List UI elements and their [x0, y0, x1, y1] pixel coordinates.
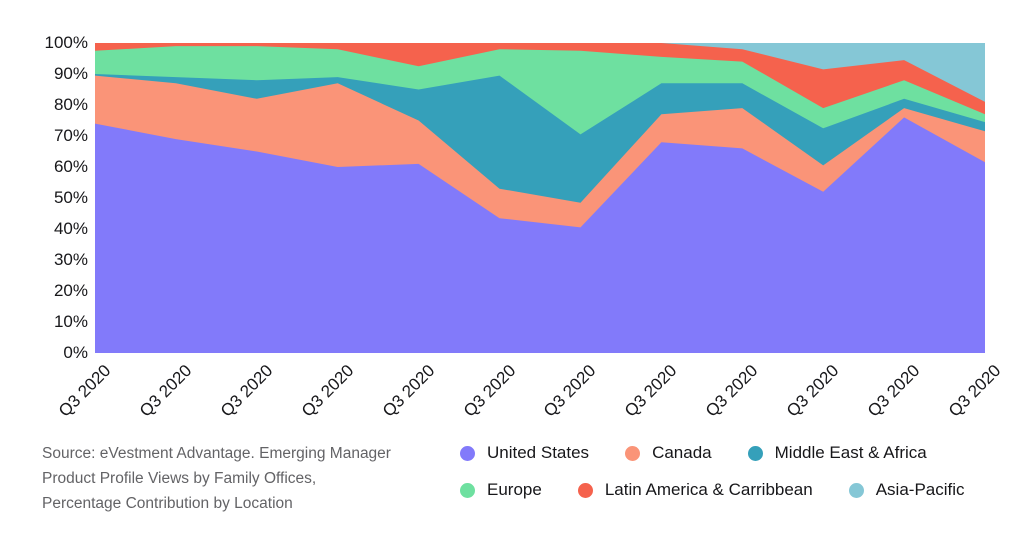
legend-dot-europe: [460, 482, 475, 498]
plot-area: [95, 43, 985, 353]
y-axis-tick-label: 20%: [53, 281, 88, 300]
legend-label: Middle East & Africa: [774, 443, 927, 462]
y-axis-tick-label: 70%: [53, 126, 88, 145]
y-axis-tick-label: 30%: [53, 250, 88, 269]
legend-label: Latin America & Carribbean: [604, 480, 813, 499]
area-series-united-states: [95, 117, 985, 353]
y-axis-tick-label: 80%: [53, 95, 88, 114]
x-axis-tick-label: Q3 2020: [863, 361, 924, 421]
legend-dot-middle-east-africa: [747, 445, 763, 461]
legend-dot-asia-pacific: [848, 482, 864, 498]
y-axis-tick-label: 0%: [63, 343, 88, 362]
x-axis-tick-label: Q3 2020: [540, 361, 600, 421]
legend-item-middle-east-africa: Middle East & Africa: [747, 443, 927, 463]
y-axis-tick-label: 10%: [53, 312, 88, 331]
x-axis-tick-label: Q3 2020: [783, 361, 843, 421]
source-note-line: Percentage Contribution by Location: [42, 495, 293, 512]
x-axis-tick-label: Q3 2020: [944, 361, 1005, 421]
source-note: Source: eVestment Advantage. Emerging Ma…: [42, 441, 391, 516]
legend-dot-canada: [625, 445, 641, 461]
source-note-line: Product Profile Views by Family Offices,: [42, 470, 317, 487]
y-axis-tick-label: 50%: [53, 188, 88, 207]
legend-label: United States: [487, 443, 590, 462]
legend-item-united-states: United States: [460, 443, 589, 463]
x-axis-tick-label: Q3 2020: [621, 361, 681, 421]
legend-item-canada: Canada: [625, 443, 712, 463]
source-note-line: Source: eVestment Advantage. Emerging Ma…: [42, 445, 391, 462]
legend-row: Europe Latin America & Carribbean Asia-Pac…: [460, 480, 965, 500]
x-axis-tick-label: Q3 2020: [135, 361, 196, 421]
y-axis-tick-label: 90%: [53, 64, 88, 83]
legend-item-latin-america-carribbean: Latin America & Carribbean: [577, 480, 813, 500]
x-axis-tick-label: Q3 2020: [216, 361, 277, 421]
legend-item-asia-pacific: Asia-Pacific: [848, 480, 965, 500]
legend-item-europe: Europe: [460, 480, 542, 500]
y-axis-tick-label: 40%: [53, 219, 88, 238]
legend-label: Canada: [652, 443, 712, 462]
legend-dot-united-states: [460, 445, 475, 461]
x-axis-tick-label: Q3 2020: [702, 361, 762, 421]
y-axis-tick-label: 100%: [44, 33, 88, 52]
x-axis-tick-label: Q3 2020: [378, 361, 439, 421]
legend-row: United States Canada Middle East & Africa: [460, 443, 927, 463]
legend-label: Asia-Pacific: [875, 480, 965, 499]
x-axis-tick-label: Q3 2020: [54, 361, 115, 421]
x-axis-tick-label: Q3 2020: [297, 361, 358, 421]
legend-dot-latin-america-carribbean: [577, 482, 593, 498]
legend-label: Europe: [487, 480, 542, 499]
y-axis-tick-label: 60%: [53, 157, 88, 176]
x-axis-tick-label: Q3 2020: [459, 361, 519, 421]
